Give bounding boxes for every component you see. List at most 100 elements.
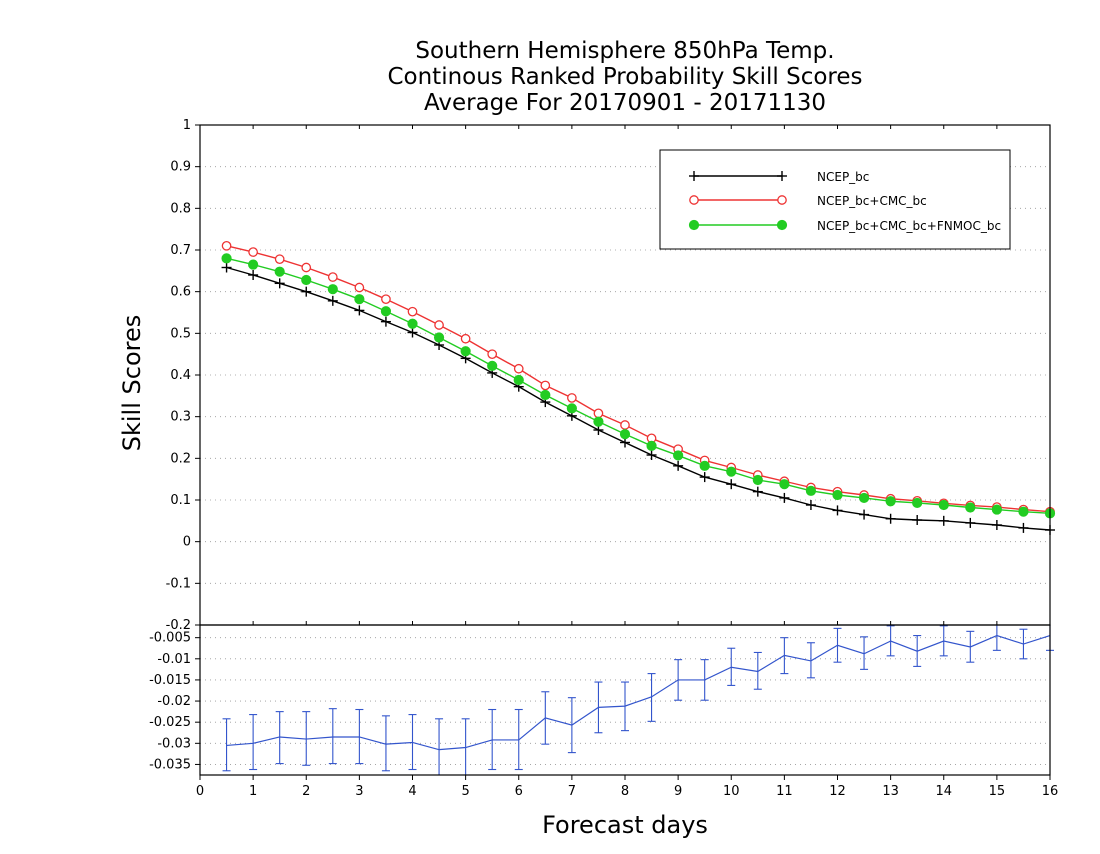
error-bar [302,711,311,766]
plus-marker [777,171,787,181]
filled-circle-marker [776,219,788,231]
filled-circle-marker [1018,506,1029,517]
filled-circle-marker [380,306,392,317]
y-tick-label: -0.01 [157,652,191,667]
plus-marker [689,171,699,181]
title-line-2: Continous Ranked Probability Skill Score… [387,64,862,90]
error-bar [939,625,948,657]
error-bar [594,681,603,734]
error-bar [992,625,1001,651]
plus-marker [274,278,285,289]
y-tick-label: 0.6 [170,285,191,300]
skill-score-series [221,240,1056,535]
open-circle-marker [777,195,787,205]
top-panel-grid [200,166,1050,584]
filled-circle-marker [487,360,498,371]
error-bar [966,630,975,663]
x-tick-label: 0 [196,784,204,799]
open-circle-marker [487,349,498,360]
error-bar [435,718,444,775]
series-ncep-cmc-fnmoc [221,253,1056,519]
open-circle-marker [593,408,604,419]
x-tick-label: 12 [829,784,846,799]
y-axis-label: Skill Scores [118,315,146,452]
error-bar [514,708,523,771]
legend-label-ncep-cmc-fnmoc: NCEP_bc+CMC_bc+FNMOC_bc [817,219,1001,233]
error-bar [328,708,337,765]
open-circle-marker [567,393,577,403]
error-bar [621,681,629,732]
y-tick-label: 1 [183,118,191,133]
plus-marker [832,505,843,516]
open-circle-marker [689,195,699,205]
y-tick-label: 0.4 [170,368,191,383]
filled-circle-marker [912,497,923,509]
legend-label-ncep-bc: NCEP_bc [817,170,869,184]
y-tick-label: 0.9 [170,160,191,175]
filled-circle-marker [965,502,976,513]
error-bar [488,708,497,771]
y-tick-label: 0.7 [170,243,191,258]
error-bar [567,697,576,754]
plus-marker [248,270,259,280]
filled-circle-marker [540,389,551,401]
y-tick-label: -0.005 [149,631,191,646]
y-tick-label: -0.035 [149,757,191,772]
y-tick-label: 0.1 [170,493,191,508]
error-bar [381,715,390,772]
plus-marker [965,517,976,528]
error-bar [461,718,470,775]
error-bar [727,647,736,686]
bottom-panel-frame [199,624,1051,776]
plus-marker [859,509,870,520]
plus-marker [885,513,896,524]
series-ncep-bc [221,262,1055,535]
filled-circle-marker [221,253,232,264]
plus-marker [912,515,923,525]
x-tick-label: 3 [355,784,363,799]
filled-circle-marker [673,450,684,461]
plus-marker [646,450,657,460]
plus-marker [221,262,232,273]
plus-marker [673,460,684,471]
open-circle-marker [221,240,232,251]
filled-circle-marker [646,440,657,451]
plus-marker [380,316,391,327]
open-circle-marker [301,262,312,273]
filled-circle-marker [752,474,763,486]
y-tick-label: -0.015 [149,673,191,688]
difference-series [222,625,1054,775]
plus-marker [1018,522,1029,533]
x-axis-ticks: 0 1 2 3 4 5 6 7 8 9 10 11 12 13 14 15 16 [196,125,1058,799]
error-bar [860,636,869,670]
y-tick-label: -0.03 [157,736,191,751]
error-bar [275,711,284,765]
x-tick-label: 9 [674,784,682,799]
open-circle-marker [460,333,471,344]
x-tick-label: 8 [621,784,629,799]
legend-label-ncep-cmc: NCEP_bc+CMC_bc [817,194,927,208]
x-tick-label: 13 [882,784,899,799]
open-circle-marker [381,294,391,305]
filled-circle-marker [566,403,577,414]
plus-marker [699,472,710,483]
filled-circle-marker [858,492,870,504]
error-bar [780,637,789,675]
error-bar [1019,628,1028,660]
filled-circle-marker [726,466,737,477]
series-line [226,257,1051,515]
x-tick-label: 5 [461,784,469,799]
legend: NCEP_bc NCEP_bc+CMC_bc NCEP_bc+CMC_bc+FN… [659,149,1011,250]
x-tick-label: 10 [723,784,740,799]
filled-circle-marker [407,318,418,329]
filled-circle-marker [885,496,896,507]
legend-items [688,171,788,231]
open-circle-marker [274,254,285,265]
filled-circle-marker [248,259,259,270]
y-tick-label: -0.2 [166,618,191,633]
filled-circle-marker [433,332,445,343]
filled-circle-marker [832,489,843,501]
filled-circle-marker [593,416,604,427]
